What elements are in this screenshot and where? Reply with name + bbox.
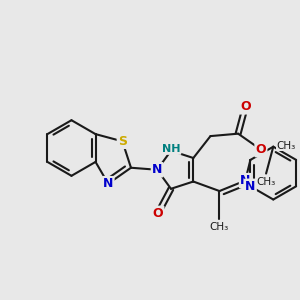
Text: O: O [256,143,266,156]
Text: N: N [245,180,256,193]
Text: N: N [103,177,113,190]
Text: O: O [153,207,163,220]
Text: CH₃: CH₃ [210,222,229,232]
Text: N: N [152,163,162,176]
Text: O: O [240,100,250,113]
Text: NH: NH [162,144,180,154]
Text: S: S [118,135,127,148]
Text: CH₃: CH₃ [256,176,276,187]
Text: CH₃: CH₃ [277,141,296,151]
Text: N: N [240,174,250,187]
